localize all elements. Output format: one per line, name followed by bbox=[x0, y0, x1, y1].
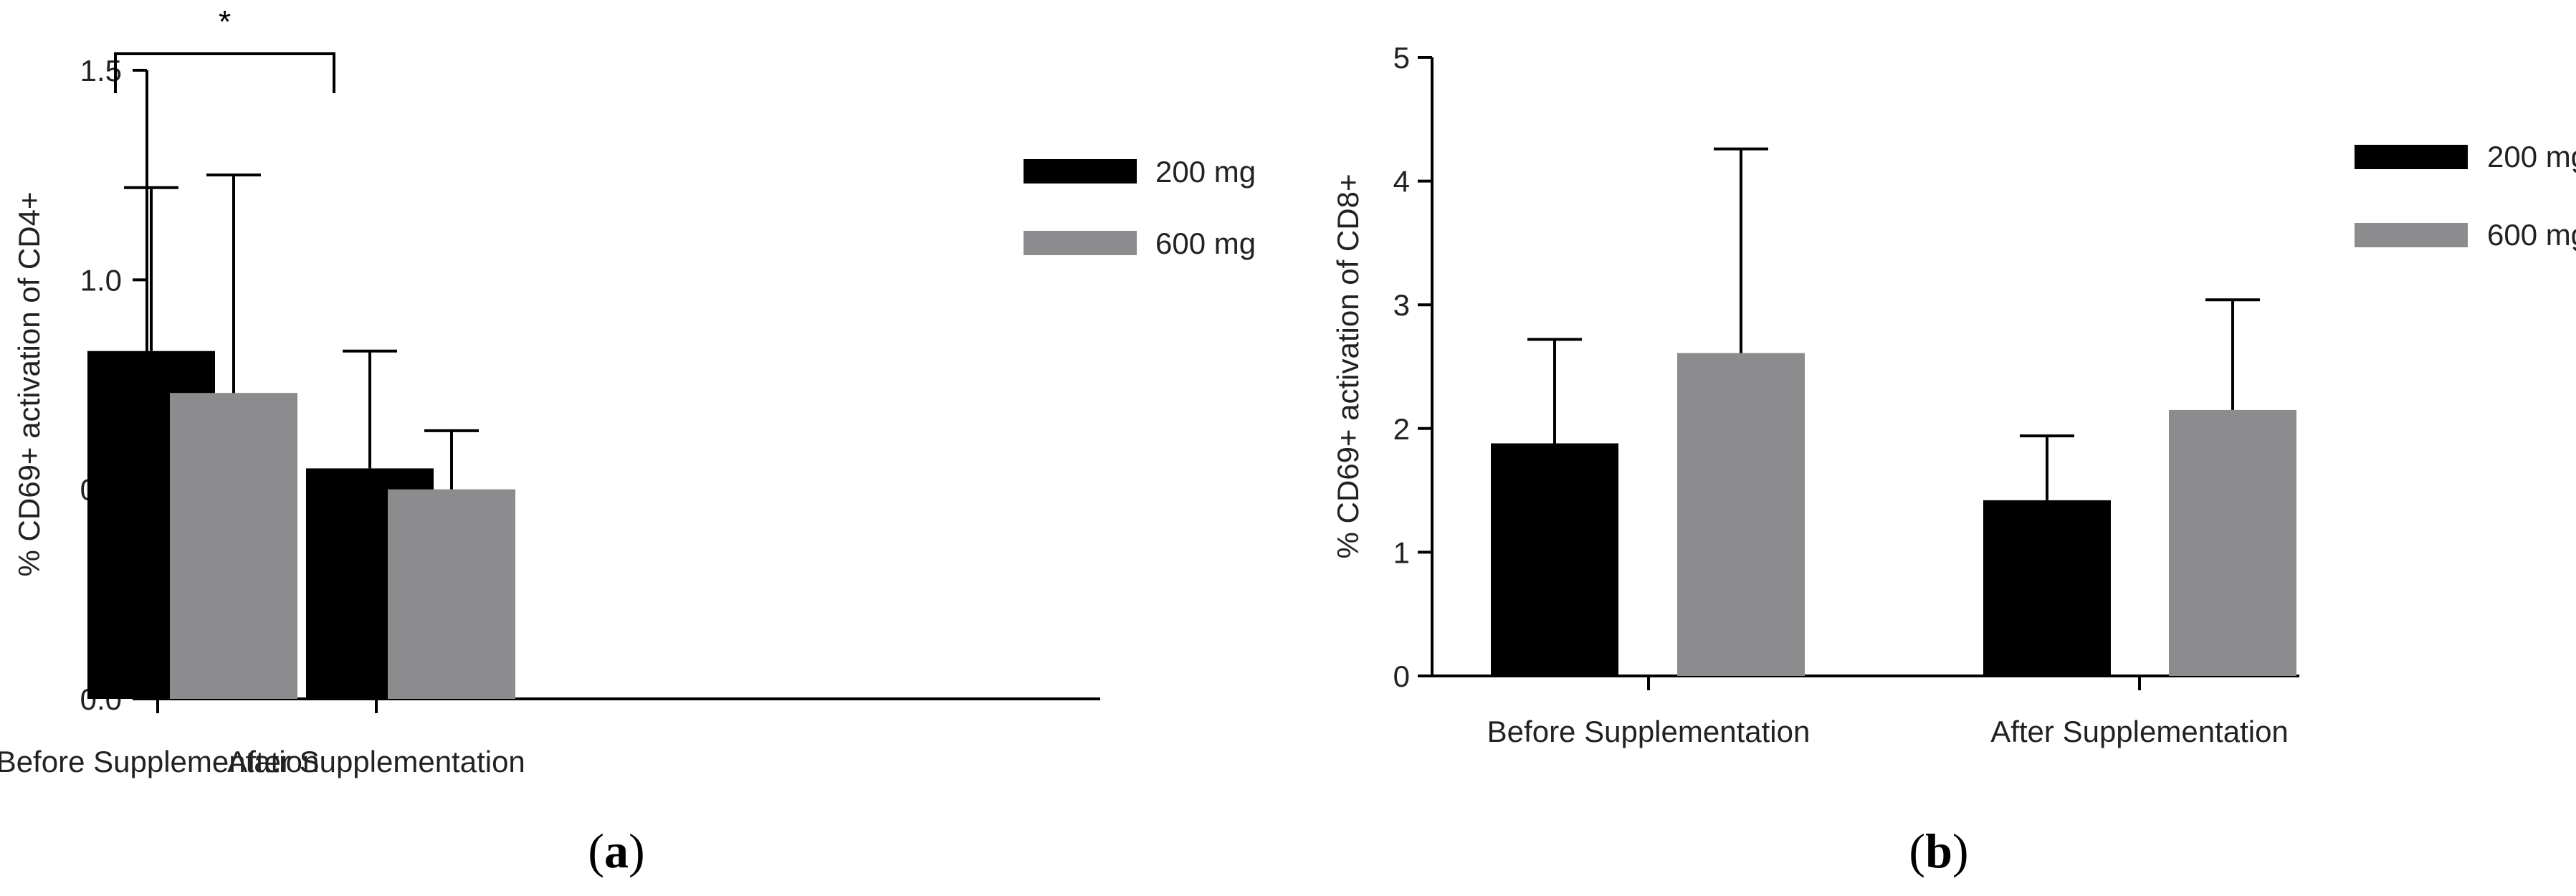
bar-600mg bbox=[388, 489, 515, 699]
y-tick-label: 2 bbox=[1393, 412, 1410, 446]
bar-200mg bbox=[1983, 500, 2111, 676]
panel-b-error-bars bbox=[1527, 147, 2260, 500]
legend-swatch-600mg bbox=[1024, 231, 1137, 255]
y-tick-label: 4 bbox=[1393, 165, 1410, 199]
panel-b-bars bbox=[1491, 353, 2296, 676]
x-category-label: After Supplementation bbox=[1990, 715, 2289, 748]
panel-b-chart: 0 1 2 3 4 5 Before Supplementation After Suppl… bbox=[1331, 41, 2576, 878]
panel-a-y-axis-title: % CD69+ activation of CD4+ bbox=[12, 192, 46, 577]
panel-a-legend: 200 mg 600 mg bbox=[1024, 155, 1256, 260]
panel-a-significance: * bbox=[114, 4, 335, 93]
x-category-label: Before Supplementation bbox=[1487, 715, 1811, 748]
panel-a-chart: 0.00.51.01.5 Before SupplementationAfter… bbox=[0, 4, 1256, 878]
legend-label-200mg: 200 mg bbox=[2487, 140, 2576, 173]
y-tick-label: 1 bbox=[1393, 535, 1410, 569]
legend-label-600mg: 600 mg bbox=[2487, 218, 2576, 252]
bar-200mg bbox=[1491, 443, 1618, 676]
panel-b-y-ticks: 0 1 2 3 4 5 bbox=[1393, 41, 1432, 693]
panel-a-label: (a) bbox=[588, 824, 644, 878]
panel-a-bars bbox=[87, 351, 515, 699]
y-tick-label: 5 bbox=[1393, 41, 1410, 75]
panel-b-label: (b) bbox=[1909, 824, 1968, 878]
legend-swatch-600mg bbox=[2355, 223, 2468, 247]
x-category-label: Before Supplementation bbox=[0, 745, 319, 778]
legend-swatch-200mg bbox=[2355, 145, 2468, 169]
legend-label-600mg: 600 mg bbox=[1155, 227, 1256, 260]
bar-600mg bbox=[1677, 353, 1805, 676]
bar-600mg bbox=[2169, 409, 2296, 676]
panel-b-y-axis-title: % CD69+ activation of CD8+ bbox=[1331, 174, 1365, 559]
significance-bracket bbox=[114, 52, 335, 93]
y-tick-label: 0 bbox=[1393, 659, 1410, 693]
y-tick-label: 3 bbox=[1393, 288, 1410, 322]
panel-b-x-ticks: Before Supplementation After Supplementat… bbox=[1487, 676, 2289, 748]
panel-b-legend: 200 mg 600 mg bbox=[2355, 140, 2576, 252]
bar-600mg bbox=[170, 393, 297, 699]
y-tick-label: 1.0 bbox=[80, 263, 122, 297]
panel-a-error-bars bbox=[124, 173, 479, 490]
significance-star: * bbox=[219, 4, 231, 39]
legend-swatch-200mg bbox=[1024, 159, 1137, 184]
legend-label-200mg: 200 mg bbox=[1155, 155, 1256, 189]
x-category-label: After Supplementation bbox=[227, 745, 525, 778]
